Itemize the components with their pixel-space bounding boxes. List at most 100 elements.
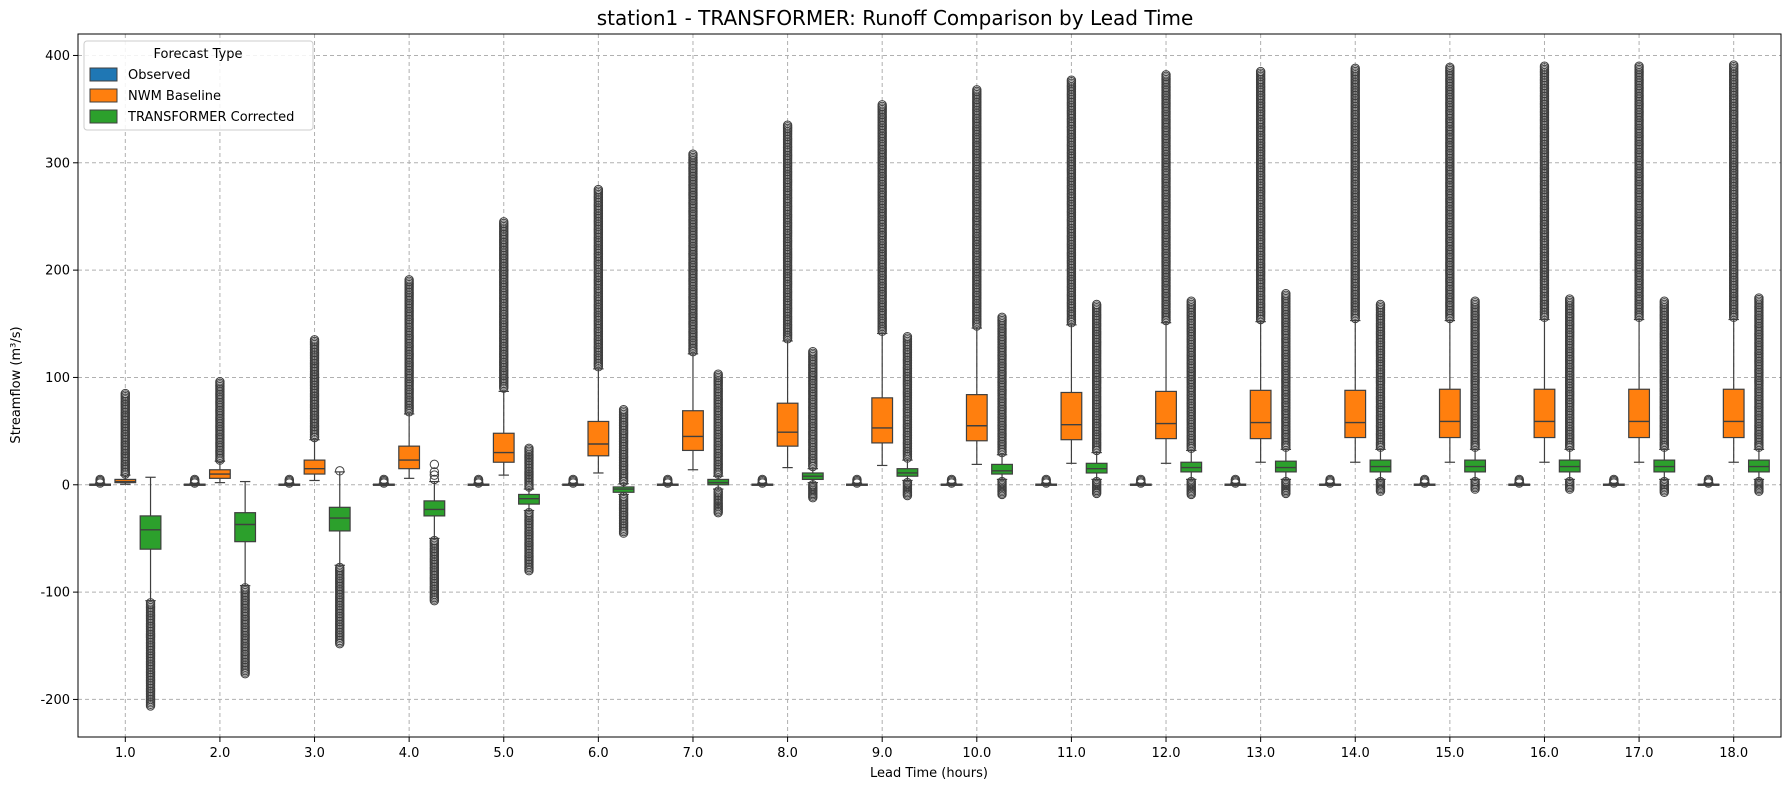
x-tick-label: 1.0 xyxy=(115,746,136,761)
outlier-point xyxy=(808,346,818,357)
box-2-0 xyxy=(139,476,162,711)
outlier-point xyxy=(1565,294,1575,304)
box-iqr xyxy=(328,506,351,532)
box-2-9 xyxy=(991,312,1013,500)
box-2-15 xyxy=(1558,294,1581,494)
outlier-point xyxy=(215,377,225,387)
outlier-point xyxy=(877,100,887,110)
outlier-point xyxy=(524,443,534,453)
legend-swatch xyxy=(89,67,118,82)
box-2-3 xyxy=(423,459,446,606)
outlier-point xyxy=(593,184,604,195)
axis-layer: -200 -100 0 100 200 300 400 1.0 2.0 3.0 4.0 5.0 6.0 7… xyxy=(40,49,1748,761)
box-0-0 xyxy=(89,474,112,488)
legend-frame xyxy=(83,40,314,131)
box-0-11 xyxy=(1129,474,1152,488)
x-tick-label: 11.0 xyxy=(1057,746,1086,761)
box-1-2 xyxy=(303,335,326,482)
outlier-point xyxy=(902,331,913,342)
legend-swatch xyxy=(89,109,118,124)
x-tick-label: 10.0 xyxy=(962,746,991,761)
x-tick-label: 2.0 xyxy=(210,746,231,761)
outlier-point xyxy=(1066,75,1077,85)
x-tick-label: 9.0 xyxy=(872,746,893,761)
outlier-point xyxy=(473,474,484,485)
box-0-8 xyxy=(846,474,868,488)
x-tick-label: 13.0 xyxy=(1246,746,1275,761)
outlier-point xyxy=(309,335,320,345)
box-iqr xyxy=(139,515,162,550)
x-axis-label: Lead Time (hours) xyxy=(870,766,988,781)
x-tick-label: 6.0 xyxy=(588,746,609,761)
box-layer xyxy=(89,60,1770,711)
box-1-12 xyxy=(1249,66,1272,463)
y-tick-label: 100 xyxy=(45,371,70,386)
box-2-12 xyxy=(1274,289,1297,499)
box-0-2 xyxy=(278,474,301,488)
y-tick-label: -200 xyxy=(40,693,70,708)
box-1-6 xyxy=(682,149,704,471)
outlier-point xyxy=(1754,476,1764,487)
box-0-10 xyxy=(1035,474,1058,488)
outlier-point xyxy=(1255,66,1266,77)
box-1-13 xyxy=(1344,63,1367,463)
x-tick-label: 18.0 xyxy=(1719,746,1748,761)
box-1-7 xyxy=(776,120,799,469)
outlier-point xyxy=(1281,476,1291,487)
box-2-4 xyxy=(518,443,540,576)
outlier-point xyxy=(1136,474,1146,485)
outlier-point xyxy=(429,535,440,546)
outlier-point xyxy=(1445,62,1455,72)
outlier-point xyxy=(782,120,793,130)
outlier-point xyxy=(946,474,957,485)
box-1-17 xyxy=(1722,60,1745,463)
outlier-point xyxy=(1161,70,1171,80)
outlier-point xyxy=(189,474,200,485)
outlier-point xyxy=(1539,61,1550,71)
box-iqr xyxy=(1060,391,1083,441)
outlier-point xyxy=(1565,476,1575,487)
outlier-point xyxy=(1375,299,1386,310)
outlier-point xyxy=(1041,474,1051,485)
box-0-13 xyxy=(1319,474,1341,488)
outlier-point xyxy=(568,474,578,485)
outlier-point xyxy=(713,369,723,379)
box-iqr xyxy=(965,394,988,442)
legend: Forecast Type Observed NWM Baseline TRANSF… xyxy=(83,40,314,131)
outlier-point xyxy=(902,477,913,488)
box-iqr xyxy=(1155,390,1177,440)
box-iqr xyxy=(1628,388,1651,439)
box-2-11 xyxy=(1180,296,1203,500)
x-tick-label: 5.0 xyxy=(493,746,514,761)
outlier-point xyxy=(1091,476,1102,487)
outlier-point xyxy=(663,474,673,485)
box-0-16 xyxy=(1602,474,1625,488)
outlier-point xyxy=(972,85,982,95)
box-1-5 xyxy=(587,184,610,474)
box-1-3 xyxy=(398,275,421,479)
y-tick-label: 300 xyxy=(45,156,70,171)
box-0-5 xyxy=(562,474,585,488)
box-2-16 xyxy=(1653,296,1676,497)
box-2-7 xyxy=(801,346,824,503)
box-1-9 xyxy=(965,85,988,465)
box-0-15 xyxy=(1508,474,1531,488)
box-iqr xyxy=(1533,388,1556,439)
outlier-point xyxy=(618,491,629,502)
box-iqr xyxy=(1344,389,1367,439)
outlier-point xyxy=(429,459,440,470)
outlier-point xyxy=(997,476,1007,487)
outlier-point xyxy=(1659,476,1670,487)
box-1-16 xyxy=(1628,61,1651,463)
outlier-point xyxy=(757,474,768,485)
box-0-4 xyxy=(467,474,490,488)
box-1-11 xyxy=(1155,70,1177,464)
outlier-point xyxy=(1186,476,1196,487)
outlier-point xyxy=(808,480,818,490)
box-iqr xyxy=(587,420,610,457)
outlier-point xyxy=(335,466,345,476)
box-iqr xyxy=(492,432,515,463)
outlier-point xyxy=(1091,299,1102,310)
legend-swatch xyxy=(89,88,118,103)
x-tick-label: 15.0 xyxy=(1435,746,1464,761)
